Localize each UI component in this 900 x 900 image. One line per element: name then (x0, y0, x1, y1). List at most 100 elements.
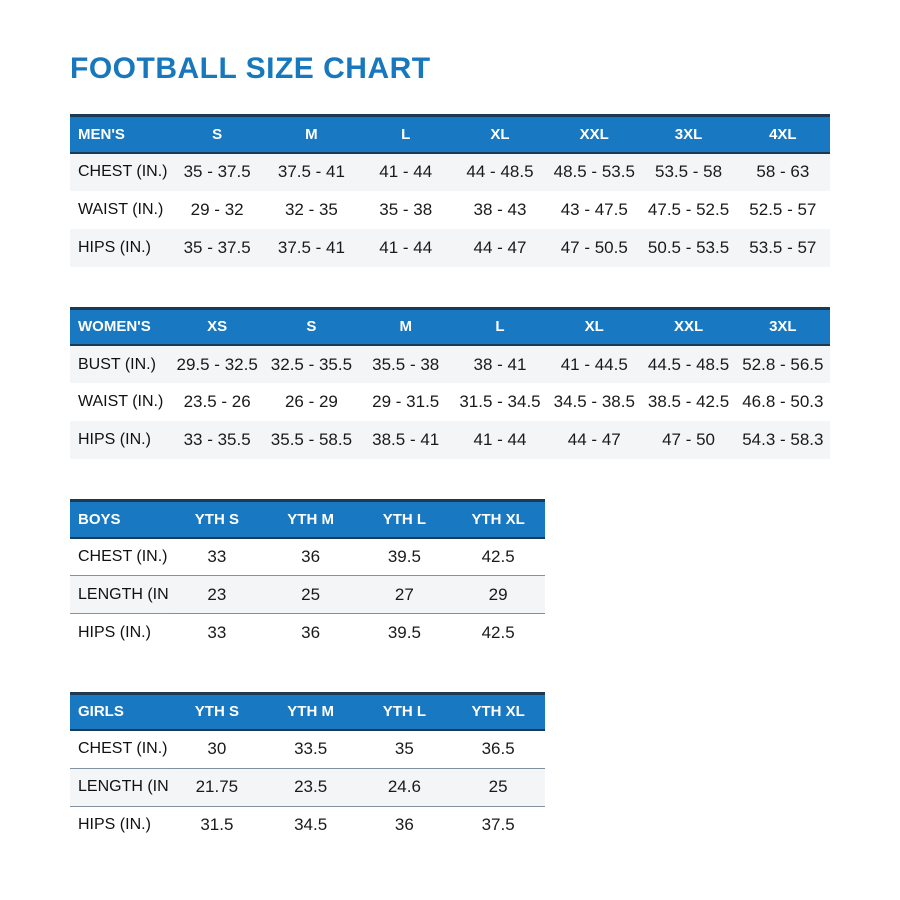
size-header-cell: YTH L (357, 691, 452, 731)
measurement-value: 21.75 (170, 767, 264, 806)
size-header-cell: YTH XL (451, 499, 545, 539)
boys-size-table: BOYS YTH S YTH M YTH L YTH XL CHEST (IN.) 33 36… (70, 499, 545, 652)
size-header-cell: L (358, 114, 453, 154)
measurement-value: 35.5 - 58.5 (270, 430, 353, 449)
measurement-value: 37.5 - 41 (277, 162, 345, 181)
measurement-value: 44 - 47 (473, 237, 527, 257)
size-chart-page: FOOTBALL SIZE CHART MEN'S S M L XL XXL 3XL 4XL C… (70, 52, 830, 844)
size-header-cell: XL (547, 306, 642, 346)
measurement-label: LENGTH (IN.) (70, 767, 170, 806)
measurement-value: 35 - 37.5 (183, 237, 251, 257)
measurement-value: 44 - 48.5 (466, 162, 534, 181)
measurement-value: 33.5 (263, 729, 358, 768)
measurement-row: HIPS (IN.) 33 36 39.5 42.5 (70, 613, 545, 652)
measurement-value: 24.6 (357, 767, 452, 806)
measurement-value: 58 - 63 (756, 162, 810, 181)
measurement-value: 52.8 - 56.5 (742, 354, 824, 374)
measurement-row: CHEST (IN.) 35 - 37.5 37.5 - 41 41 - 44 44 -… (70, 152, 830, 191)
size-header-cell: XL (452, 114, 548, 154)
womens-size-table: WOMEN'S XS S M L XL XXL 3XL BUST (IN.) 29.5 - 32.… (70, 306, 830, 459)
measurement-value: 35.5 - 38 (372, 354, 440, 374)
size-header-cell: XXL (547, 114, 642, 154)
measurement-value: 25 (263, 575, 358, 614)
size-header-cell: XXL (641, 306, 736, 346)
measurement-value: 26 - 29 (284, 392, 338, 411)
measurement-value: 37.5 (451, 805, 545, 844)
measurement-value: 38.5 - 42.5 (647, 392, 730, 411)
womens-header-row: WOMEN'S XS S M L XL XXL 3XL (70, 306, 830, 346)
measurement-value: 47 - 50.5 (560, 237, 628, 257)
measurement-value: 36 (357, 805, 452, 844)
size-header-cell: YTH S (170, 499, 264, 539)
measurement-label: BUST (IN.) (78, 355, 156, 373)
size-header-cell: 4XL (735, 114, 830, 154)
measurement-value: 47 - 50 (662, 430, 716, 449)
size-header-cell: YTH M (263, 691, 358, 731)
measurement-label: CHEST (IN.) (78, 163, 168, 180)
measurement-row: LENGTH (IN.) 23 25 27 29 (70, 575, 545, 614)
measurement-value: 41 - 44 (379, 237, 433, 257)
measurement-value: 29 - 32 (190, 199, 244, 219)
measurement-value: 31.5 - 34.5 (459, 392, 541, 411)
table-title-cell: WOMEN'S (70, 306, 170, 346)
measurement-value: 54.3 - 58.3 (742, 430, 824, 449)
measurement-value: 23 (170, 575, 264, 614)
measurement-value: 36.5 (451, 729, 545, 768)
table-title-cell: BOYS (70, 499, 170, 539)
measurement-value: 29 (451, 575, 545, 614)
measurement-value: 44 - 47 (567, 430, 621, 449)
measurement-value: 34.5 - 38.5 (553, 392, 635, 411)
measurement-label: WAIST (IN.) (78, 393, 164, 410)
size-header-cell: S (170, 114, 265, 154)
measurement-row: HIPS (IN.) 33 - 35.5 35.5 - 58.5 38.5 - 41 4… (70, 421, 830, 459)
measurement-value: 42.5 (451, 613, 545, 652)
measurement-value: 48.5 - 53.5 (553, 162, 635, 181)
measurement-value: 46.8 - 50.3 (742, 392, 824, 411)
size-header-cell: M (358, 306, 453, 346)
size-header-cell: 3XL (641, 114, 736, 154)
measurement-row: WAIST (IN.) 23.5 - 26 26 - 29 29 - 31.5 31.5… (70, 383, 830, 421)
measurement-row: HIPS (IN.) 35 - 37.5 37.5 - 41 41 - 44 44 - … (70, 228, 830, 267)
table-title-cell: GIRLS (70, 691, 170, 731)
measurement-value: 52.5 - 57 (749, 199, 817, 219)
measurement-value: 41 - 44 (473, 430, 527, 449)
measurement-label: HIPS (IN.) (70, 613, 170, 652)
measurement-value: 34.5 (263, 805, 358, 844)
measurement-value: 44.5 - 48.5 (647, 354, 730, 374)
measurement-label: HIPS (IN.) (70, 805, 170, 844)
measurement-row: HIPS (IN.) 31.5 34.5 36 37.5 (70, 805, 545, 844)
girls-header-row: GIRLS YTH S YTH M YTH L YTH XL (70, 691, 545, 731)
measurement-value: 43 - 47.5 (560, 199, 628, 219)
measurement-value: 35 (357, 729, 452, 768)
measurement-label: WAIST (IN.) (78, 200, 164, 218)
measurement-row: BUST (IN.) 29.5 - 32.5 32.5 - 35.5 35.5 - 3… (70, 345, 830, 383)
measurement-value: 25 (451, 767, 545, 806)
mens-header-row: MEN'S S M L XL XXL 3XL 4XL (70, 114, 830, 154)
measurement-value: 29 - 31.5 (372, 392, 440, 411)
measurement-row: CHEST (IN.) 30 33.5 35 36.5 (70, 729, 545, 768)
size-header-cell: YTH L (357, 499, 452, 539)
boys-header-row: BOYS YTH S YTH M YTH L YTH XL (70, 499, 545, 539)
measurement-value: 29.5 - 32.5 (176, 354, 258, 374)
page-title: FOOTBALL SIZE CHART (70, 52, 431, 85)
size-header-cell: YTH XL (451, 691, 545, 731)
measurement-value: 35 - 38 (379, 199, 433, 219)
measurement-row: WAIST (IN.) 29 - 32 32 - 35 35 - 38 38 - 43 4… (70, 191, 830, 229)
measurement-value: 30 (170, 729, 264, 768)
measurement-row: LENGTH (IN.) 21.75 23.5 24.6 25 (70, 767, 545, 806)
measurement-value: 38 - 41 (473, 354, 527, 374)
measurement-value: 53.5 - 58 (654, 162, 723, 181)
table-title-cell: MEN'S (70, 114, 170, 154)
size-header-cell: YTH M (263, 499, 358, 539)
measurement-value: 33 (170, 613, 264, 652)
measurement-value: 47.5 - 52.5 (647, 199, 730, 219)
measurement-row: CHEST (IN.) 33 36 39.5 42.5 (70, 537, 545, 576)
girls-size-table: GIRLS YTH S YTH M YTH L YTH XL CHEST (IN.) 30 3… (70, 691, 545, 844)
measurement-value: 42.5 (451, 537, 545, 576)
measurement-label: CHEST (IN.) (70, 729, 170, 768)
measurement-value: 37.5 - 41 (277, 237, 345, 257)
measurement-value: 41 - 44 (379, 162, 433, 181)
measurement-value: 53.5 - 57 (749, 237, 817, 257)
size-header-cell: S (264, 306, 359, 346)
measurement-value: 38.5 - 41 (372, 430, 440, 449)
